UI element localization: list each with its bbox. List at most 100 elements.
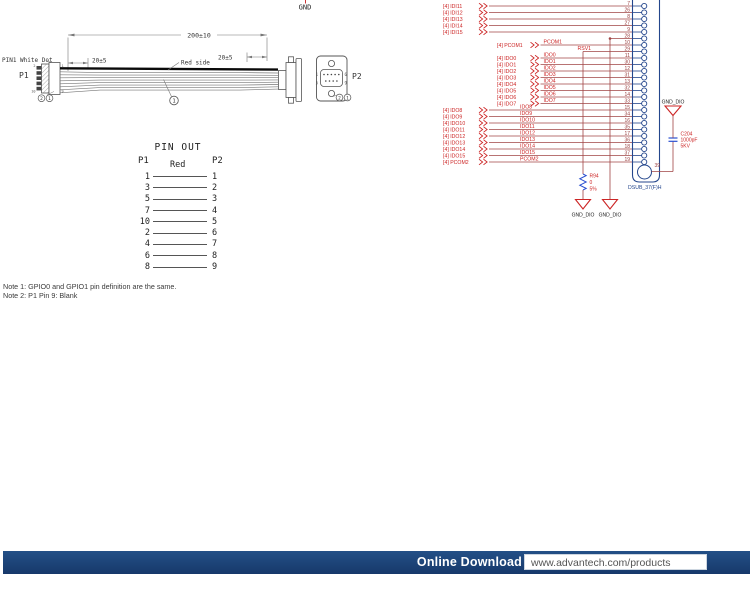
signal-label: [4] PCOM2 xyxy=(443,160,469,166)
port-chevron-icon xyxy=(530,67,540,75)
dio-schematic: 7 [4] IDI11 26 [4] IDI12 8 [4] IDI13 27 [4] IDI… xyxy=(443,0,698,219)
signal-label: [4] IDO15 xyxy=(443,153,465,159)
pin-number: 30 xyxy=(624,59,630,65)
dsub-pins xyxy=(323,73,340,82)
r94-tolerance: 5% xyxy=(590,187,598,193)
pinout-col-p1: P1 xyxy=(138,156,149,166)
signal-label: [4] IDO3 xyxy=(497,75,516,81)
net-label: IDO4 xyxy=(544,79,556,85)
pin-number: 14 xyxy=(624,92,630,98)
pinout-p2-pin: 4 xyxy=(212,205,218,216)
pin-circle xyxy=(641,15,648,23)
pin-number: 8 xyxy=(627,14,630,20)
pin-circle xyxy=(641,145,648,153)
dsub-insert xyxy=(320,69,343,87)
note-2: Note 2: P1 Pin 9: Blank xyxy=(3,291,78,301)
pin-number: 34 xyxy=(624,111,630,117)
pinout-p2-pin: 7 xyxy=(212,239,218,250)
signal-label: [4] IDO9 xyxy=(443,114,462,120)
dim-length-label: 200±10 xyxy=(187,32,211,40)
db9-pin-tr: 6 xyxy=(345,72,348,77)
net-label: IDO2 xyxy=(544,66,556,72)
dim-arrow xyxy=(262,55,267,59)
pin-number: 16 xyxy=(624,118,630,124)
port-chevron-icon xyxy=(530,61,540,68)
pin-number: 36 xyxy=(624,137,630,143)
pin-circle xyxy=(641,74,648,81)
p1-pin-tl: 2 xyxy=(33,64,35,68)
p1-balloon-1: 1 xyxy=(48,96,51,102)
dim-200-lines xyxy=(67,34,268,71)
p2-label: P2 xyxy=(352,72,362,81)
download-url-box[interactable]: www.advantech.com/products xyxy=(524,553,707,571)
pin-circle xyxy=(641,93,648,101)
dim-left-label: 20±5 xyxy=(92,58,107,65)
notes: Note 1: GPIO0 and GPIO1 pin definition a… xyxy=(3,282,176,300)
pin-circle xyxy=(641,106,648,114)
balloon-circle xyxy=(169,95,179,106)
pin-number: 10 xyxy=(624,40,630,46)
gnd-dio-label-top: GND_DIO xyxy=(662,100,685,106)
pin-circle xyxy=(641,80,648,88)
port-chevron-icon xyxy=(478,152,488,159)
capacitor-c204-symbol xyxy=(668,137,678,142)
pinout-p1-pin: 5 xyxy=(144,194,150,205)
pin-number: 32 xyxy=(624,85,630,91)
pinout-table: PIN OUT P1 Red P2 1 1 3 2 5 3 7 4 10 5 2 6 4 7 6 8 8 9 xyxy=(128,142,228,273)
p2-balloon-2: 2 xyxy=(338,95,341,101)
port-chevron-icon xyxy=(530,54,540,62)
pin-number: 17 xyxy=(624,131,630,137)
net-label: PCOM2 xyxy=(520,157,539,163)
dsub-connector-body xyxy=(631,0,661,183)
port-chevron-icon xyxy=(478,119,488,127)
net-label: IDO11 xyxy=(520,124,535,130)
pin-circle xyxy=(641,113,648,120)
leader-line xyxy=(333,94,337,97)
p1-label: P1 xyxy=(19,71,29,80)
port-chevron-icon xyxy=(530,93,540,101)
pinout-wire-label: Red xyxy=(170,160,186,170)
pin-circle xyxy=(641,139,648,146)
c204-value: 1000pF xyxy=(681,138,698,144)
pin-number: 12 xyxy=(624,66,630,72)
pinout-wire-line xyxy=(153,232,207,234)
pinout-wire-line xyxy=(153,187,207,189)
net-label: IDO0 xyxy=(544,53,556,59)
port-chevron-icon xyxy=(530,100,540,107)
leader-line xyxy=(167,62,180,71)
pinout-wire-line xyxy=(153,221,207,223)
pinout-p1-pin: 3 xyxy=(144,182,150,193)
p2-balloon-1: 1 xyxy=(346,95,349,101)
pin-circle xyxy=(641,2,648,10)
net-label: IDO6 xyxy=(544,92,556,98)
dim-right-label: 20±5 xyxy=(218,55,233,62)
pin-circle xyxy=(641,126,648,133)
balloon-circle xyxy=(335,93,344,102)
pinout-p1-pin: 10 xyxy=(139,216,150,227)
pin-circle xyxy=(641,67,648,75)
pin-number: 27 xyxy=(624,20,630,26)
signal-label: [4] IDO7 xyxy=(497,101,516,107)
pin-circle xyxy=(641,41,648,49)
signal-label: [4] IDO11 xyxy=(443,127,465,133)
port-chevron-icon xyxy=(478,106,488,114)
dim-arrow xyxy=(68,33,75,37)
signal-label: [4] IDO8 xyxy=(443,108,462,114)
gnd-dio-symbol-top xyxy=(663,105,683,117)
port-chevron-icon xyxy=(530,80,540,88)
signal-label: [4] IDO0 xyxy=(497,56,516,62)
db9-pin-tl: 1 xyxy=(316,72,319,77)
pin-number: 31 xyxy=(624,72,630,78)
download-url: www.advantech.com/products xyxy=(531,557,671,570)
signal-label: [4] IDO14 xyxy=(443,147,465,153)
leader-line xyxy=(163,79,172,97)
net-label: RSV1 xyxy=(578,46,592,52)
signal-label: [4] IDO6 xyxy=(497,95,516,101)
c204-rating: 5KV xyxy=(681,144,691,150)
pinout-header: P1 Red P2 xyxy=(128,155,228,171)
dsub-shield-pin-circle xyxy=(637,164,652,180)
pinout-wire-line xyxy=(153,266,207,268)
pin-number: 9 xyxy=(627,27,630,33)
